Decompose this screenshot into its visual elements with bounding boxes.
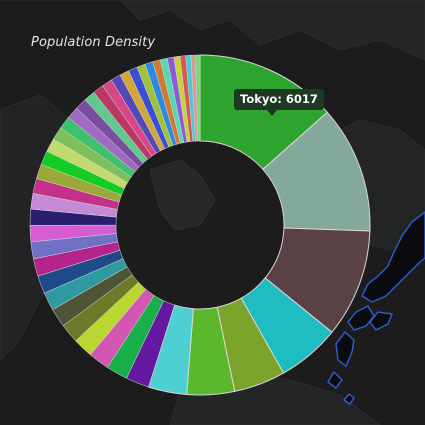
donut-slices — [29, 54, 371, 396]
map-landmass — [0, 0, 425, 61]
japan-outline — [327, 211, 425, 405]
tooltip: Tokyo: 6017 — [234, 89, 324, 110]
pie-slice-44[interactable] — [195, 54, 201, 142]
map-landmass — [149, 159, 216, 231]
chart-title: Population Density — [31, 35, 156, 50]
tooltip-arrow — [267, 110, 277, 116]
